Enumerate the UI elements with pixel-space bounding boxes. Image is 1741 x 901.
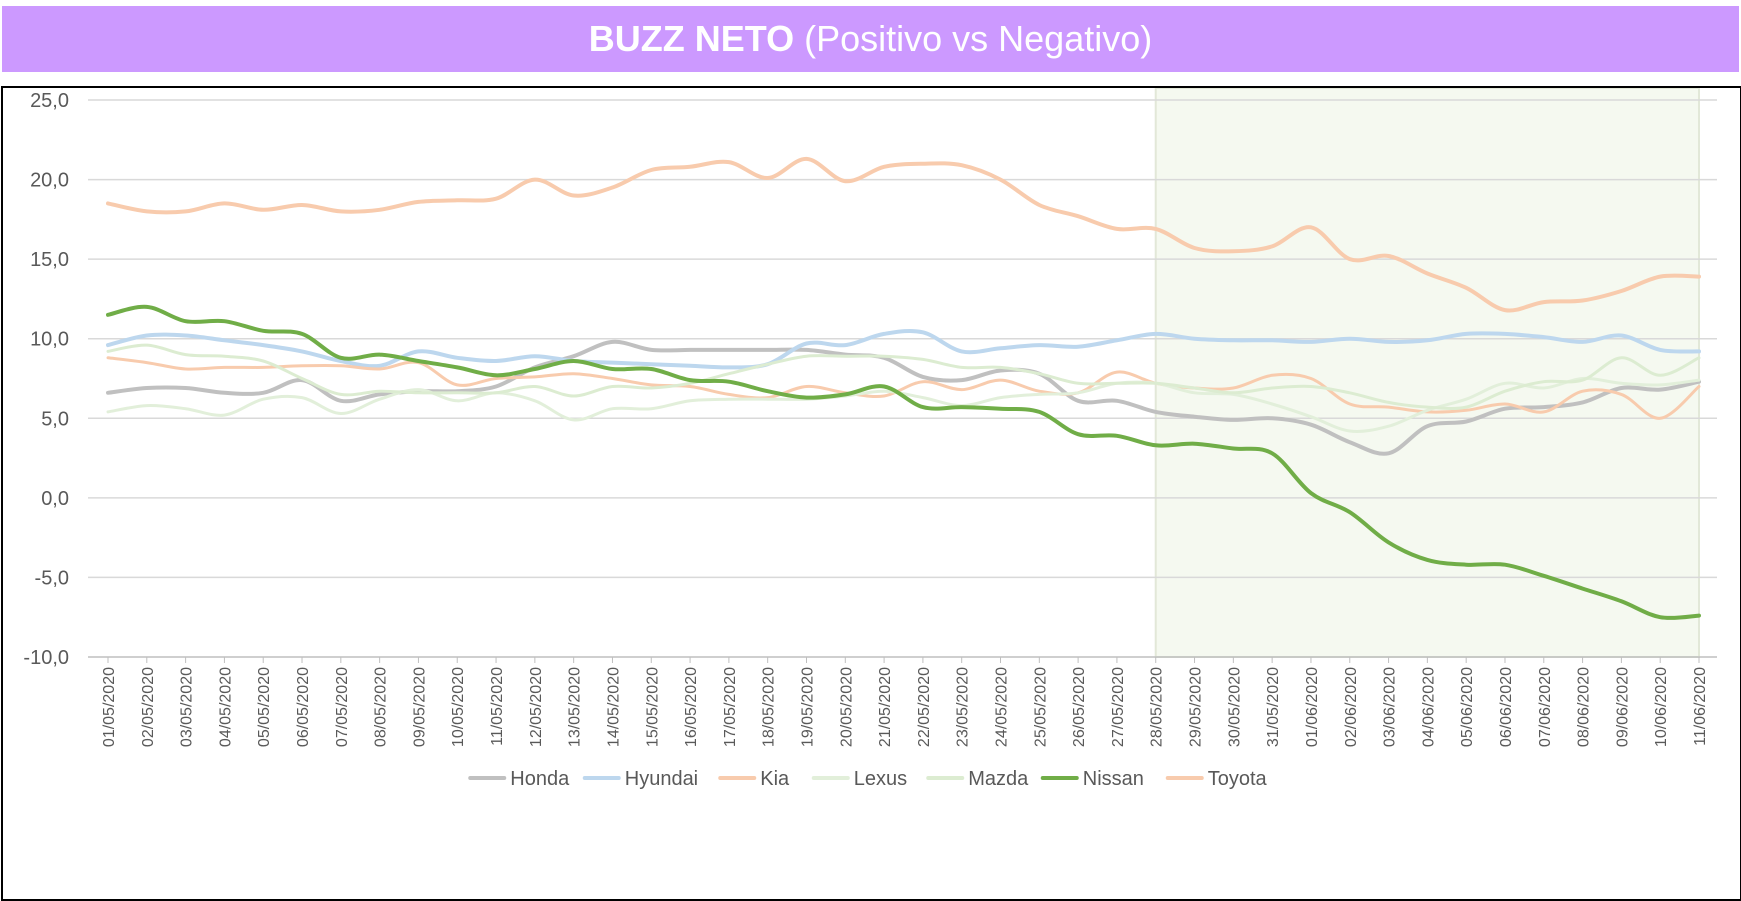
x-tick-label: 28/05/2020 [1149,667,1166,747]
series-line-honda [106,339,1701,456]
x-tick-label: 01/06/2020 [1304,667,1321,747]
x-tick-label: 29/05/2020 [1188,667,1205,747]
x-tick-label: 22/05/2020 [916,667,933,747]
highlight-region [1154,88,1700,658]
x-tick-label: 05/06/2020 [1459,667,1476,747]
x-tick-label: 21/05/2020 [877,667,894,747]
series-line-toyota [106,156,1701,313]
line-chart: 25,0 20,0 15,0 10,0 5,0 0,0 -5,0 -10,0 01/05/202… [23,88,1717,790]
x-tick-label: 08/05/2020 [373,667,390,747]
x-tick-label: 12/05/2020 [528,667,545,747]
x-tick-label: 19/05/2020 [799,667,816,747]
x-tick-label: 25/05/2020 [1032,667,1049,747]
x-tick-label: 26/05/2020 [1071,667,1088,747]
chart-title-rest: (Positivo vs Negativo) [804,18,1153,59]
legend-label-lexus: Lexus [854,768,907,790]
x-tick-label: 07/05/2020 [334,667,351,747]
x-tick-label: 11/06/2020 [1692,667,1709,746]
x-tick-label: 09/05/2020 [411,667,428,747]
series-line-lexus [106,376,1701,433]
x-tick-label: 20/05/2020 [838,667,855,747]
legend-label-nissan: Nissan [1083,768,1144,790]
x-tick-label: 01/05/2020 [101,667,118,747]
y-tick-label: 25,0 [30,90,69,112]
x-tick-label: 31/05/2020 [1265,667,1282,747]
series-line-hyundai [106,328,1701,370]
y-tick-label: 15,0 [30,249,69,271]
y-tick-label: 10,0 [30,329,69,351]
x-tick-label: 30/05/2020 [1226,667,1243,747]
chart-title-banner: BUZZ NETO (Positivo vs Negativo) [2,6,1739,72]
y-tick-label: 0,0 [41,488,69,510]
x-tick-label: 18/05/2020 [761,667,778,747]
series-line-kia [106,356,1701,420]
x-tick-label: 24/05/2020 [994,667,1011,747]
legend-label-honda: Honda [510,768,570,790]
x-tick-label: 02/06/2020 [1343,667,1360,747]
series-line-mazda [106,343,1701,410]
x-tick-label: 16/05/2020 [683,667,700,747]
x-tick-label: 14/05/2020 [605,667,622,747]
x-tick-label: 27/05/2020 [1110,667,1127,747]
y-tick-label: 5,0 [41,408,69,430]
x-tick-label: 06/05/2020 [295,667,312,747]
x-tick-label: 06/06/2020 [1498,667,1515,747]
chart-title-bold: BUZZ NETO [588,18,795,59]
x-tick-label: 17/05/2020 [722,667,739,747]
x-tick-label: 07/06/2020 [1537,667,1554,747]
y-tick-label: -10,0 [23,647,69,669]
x-tick-label: 04/06/2020 [1420,667,1437,747]
x-tick-label: 04/05/2020 [217,667,234,747]
x-tick-label: 11/05/2020 [489,667,506,746]
x-tick-label: 09/06/2020 [1614,667,1631,747]
chart-frame: 25,0 20,0 15,0 10,0 5,0 0,0 -5,0 -10,0 01/05/202… [1,86,1741,901]
x-tick-label: 05/05/2020 [256,667,273,747]
legend-label-hyundai: Hyundai [625,768,698,790]
x-tick-label: 13/05/2020 [567,667,584,747]
x-tick-label: 03/06/2020 [1382,667,1399,747]
y-tick-label: -5,0 [35,567,69,589]
series-line-nissan [106,304,1701,621]
legend-label-kia: Kia [760,768,790,790]
x-tick-label: 02/05/2020 [140,667,157,747]
x-tick-label: 15/05/2020 [644,667,661,747]
legend-label-toyota: Toyota [1208,768,1268,790]
x-tick-label: 10/05/2020 [450,667,467,747]
y-tick-label: 20,0 [30,170,69,192]
x-tick-label: 08/06/2020 [1576,667,1593,747]
x-tick-label: 10/06/2020 [1653,667,1670,747]
legend-label-mazda: Mazda [968,768,1029,790]
x-tick-label: 03/05/2020 [179,667,196,747]
x-tick-label: 23/05/2020 [955,667,972,747]
